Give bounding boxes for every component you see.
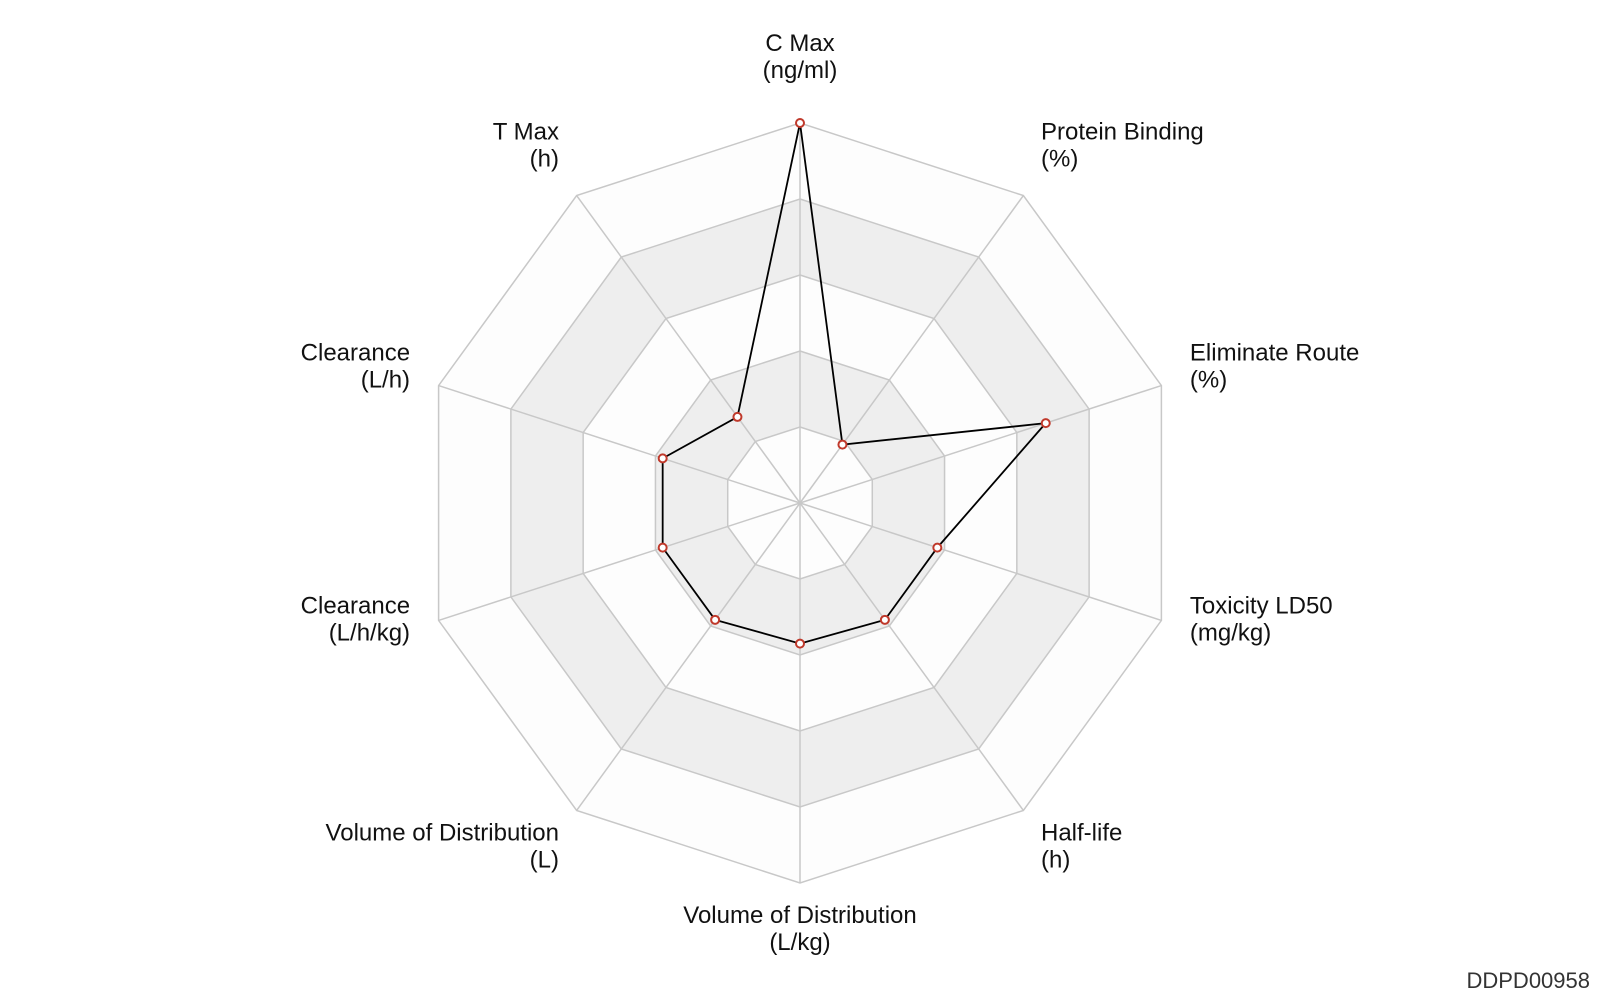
data-point-10[interactable] bbox=[732, 411, 743, 422]
axis-label-name: T Max bbox=[493, 118, 559, 145]
axis-label-8: Clearance (L/h/kg) bbox=[301, 593, 410, 647]
axis-label-unit: (%) bbox=[1190, 366, 1227, 393]
axis-label-name: C Max bbox=[765, 30, 834, 57]
axis-spoke-5 bbox=[799, 502, 1024, 811]
axis-label-3: Eliminate Route (%) bbox=[1190, 339, 1359, 393]
axis-label-unit: (L/kg) bbox=[769, 929, 830, 956]
axis-label-1: C Max (ng/ml) bbox=[763, 30, 838, 84]
axis-label-unit: (mg/kg) bbox=[1190, 620, 1271, 647]
axis-label-name: Volume of Distribution bbox=[326, 820, 559, 847]
axis-label-7: Volume of Distribution (L) bbox=[326, 820, 559, 874]
axis-spoke-3 bbox=[799, 384, 1162, 504]
axis-spoke-7 bbox=[576, 502, 801, 811]
axis-spoke-10 bbox=[576, 195, 801, 504]
axis-label-unit: (%) bbox=[1041, 145, 1078, 172]
axis-label-6: Volume of Distribution (L/kg) bbox=[683, 902, 916, 956]
record-id: DDPD00958 bbox=[1466, 968, 1590, 993]
radar-spokes bbox=[438, 123, 1162, 883]
axis-label-name: Half-life bbox=[1041, 820, 1122, 847]
data-point-8[interactable] bbox=[657, 542, 668, 553]
axis-spoke-2 bbox=[799, 195, 1024, 504]
axis-label-unit: (h) bbox=[1041, 847, 1070, 874]
axis-label-unit: (L/h/kg) bbox=[329, 620, 410, 647]
data-point-3[interactable] bbox=[1040, 418, 1051, 429]
axis-label-name: Volume of Distribution bbox=[683, 902, 916, 929]
axis-label-9: Clearance (L/h) bbox=[301, 339, 410, 393]
axis-spoke-8 bbox=[438, 502, 801, 622]
axis-label-2: Protein Binding (%) bbox=[1041, 118, 1204, 172]
axis-spoke-4 bbox=[799, 502, 1162, 622]
data-point-9[interactable] bbox=[657, 453, 668, 464]
axis-label-4: Toxicity LD50 (mg/kg) bbox=[1190, 593, 1333, 647]
axis-label-name: Protein Binding bbox=[1041, 118, 1204, 145]
radar-axis-labels: C Max (ng/ml)Protein Binding (%)Eliminate … bbox=[301, 30, 1360, 956]
axis-label-name: Clearance bbox=[301, 593, 410, 620]
axis-label-unit: (L) bbox=[530, 847, 559, 874]
axis-label-unit: (ng/ml) bbox=[763, 57, 838, 84]
radar-series bbox=[657, 118, 1051, 649]
data-point-2[interactable] bbox=[837, 439, 848, 450]
data-point-5[interactable] bbox=[879, 614, 890, 625]
axis-label-name: Clearance bbox=[301, 339, 410, 366]
axis-spoke-9 bbox=[438, 384, 801, 504]
data-point-6[interactable] bbox=[795, 638, 805, 649]
axis-label-name: Eliminate Route bbox=[1190, 339, 1359, 366]
data-point-7[interactable] bbox=[710, 614, 721, 625]
data-point-1[interactable] bbox=[795, 118, 805, 128]
data-point-4[interactable] bbox=[932, 542, 943, 553]
axis-label-unit: (L/h) bbox=[361, 366, 410, 393]
axis-label-unit: (h) bbox=[530, 145, 559, 172]
axis-label-10: T Max (h) bbox=[493, 118, 559, 172]
axis-label-name: Toxicity LD50 bbox=[1190, 593, 1333, 620]
axis-label-5: Half-life (h) bbox=[1041, 820, 1122, 874]
